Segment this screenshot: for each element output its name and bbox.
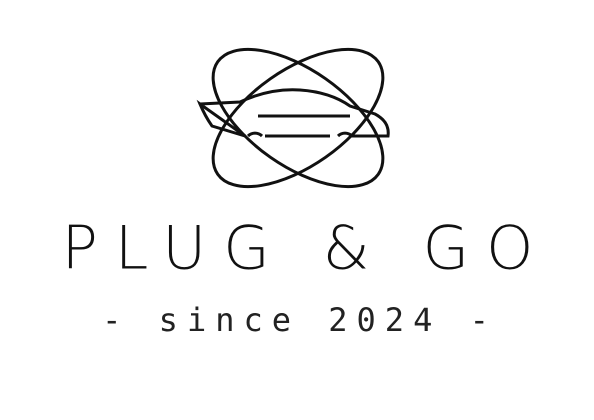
orbit [211,47,385,189]
logo-emblem [196,47,390,189]
orbit [211,47,385,189]
brand-name: PLUG & GO [62,214,551,284]
brand-tagline: - since 2024 - [102,301,498,339]
car-wheels [246,131,354,138]
car-outline [196,88,390,138]
